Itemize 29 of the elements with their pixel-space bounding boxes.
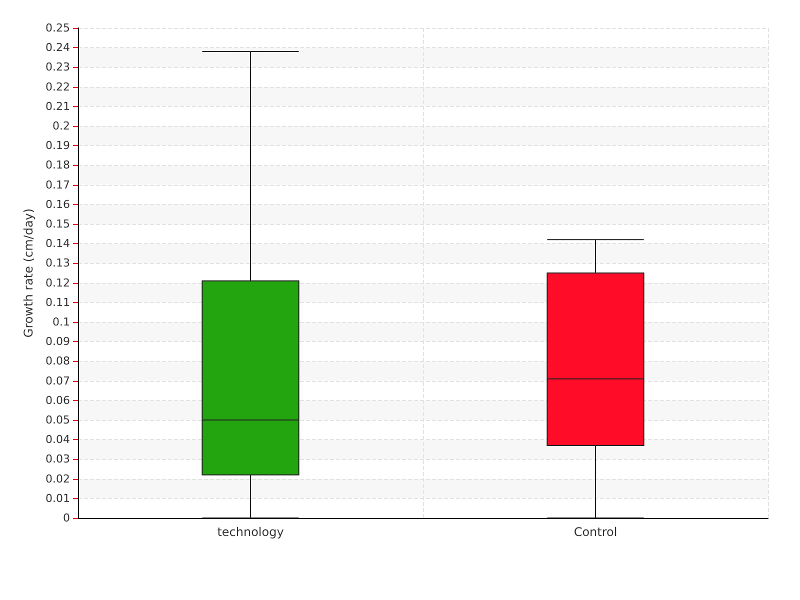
y-tick-label: 0.05	[46, 414, 70, 426]
y-tick-label: 0.14	[46, 237, 70, 250]
y-tick-label: 0.04	[46, 433, 70, 446]
y-tick-label: 0.22	[46, 80, 70, 94]
y-tick-label: 0.06	[46, 394, 70, 407]
y-tick-label: 0.21	[46, 100, 70, 113]
y-tick-label: 0.19	[46, 139, 70, 152]
y-tick-label: 0.02	[46, 472, 70, 486]
x-tick-label: technology	[217, 525, 284, 539]
y-tick-label: 0.01	[46, 492, 70, 505]
y-tick-label: 0.03	[46, 452, 70, 466]
y-tick-label: 0.25	[46, 22, 70, 34]
y-axis-title: Growth rate (cm/day)	[22, 208, 36, 338]
y-tick-label: 0.16	[46, 198, 70, 211]
y-tick-label: 0.07	[46, 374, 70, 388]
y-tick-label: 0.12	[46, 276, 70, 290]
y-tick-label: 0.18	[46, 158, 70, 172]
y-tick-label: 0.09	[46, 335, 70, 348]
y-tick-label: 0.23	[46, 60, 70, 74]
y-tick-label: 0.1	[52, 316, 70, 328]
y-tick-label: 0.2	[52, 120, 70, 132]
y-tick-label: 0.08	[46, 354, 70, 368]
y-tick-label: 0.15	[46, 218, 70, 230]
y-tick-label: 0.17	[46, 178, 70, 192]
y-tick-label: 0.13	[46, 256, 70, 270]
y-tick-label: 0.11	[46, 296, 70, 309]
x-tick-label: Control	[574, 525, 618, 539]
y-tick-label: 0	[63, 512, 70, 524]
y-tick-label: 0.24	[46, 41, 70, 54]
